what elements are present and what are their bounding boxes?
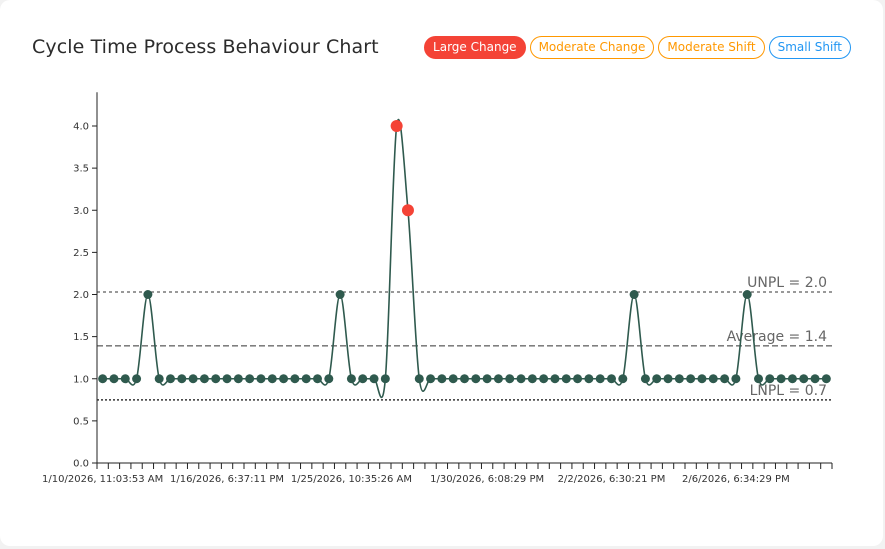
series-line <box>102 118 827 399</box>
data-point[interactable] <box>776 374 786 384</box>
data-point[interactable] <box>799 374 809 384</box>
data-point[interactable] <box>482 374 492 384</box>
data-point[interactable] <box>222 374 232 384</box>
data-point[interactable] <box>199 374 209 384</box>
data-point[interactable] <box>188 374 198 384</box>
data-point[interactable] <box>324 374 334 384</box>
data-point[interactable] <box>346 374 356 384</box>
data-point[interactable] <box>120 374 130 384</box>
x-tick-label: 1/16/2026, 6:37:11 PM <box>170 474 284 485</box>
data-point[interactable] <box>765 374 775 384</box>
legend-item-moderate-change[interactable]: Moderate Change <box>529 36 655 59</box>
y-tick-label: 3.0 <box>73 206 89 217</box>
data-point[interactable] <box>143 290 153 299</box>
data-point[interactable] <box>426 374 436 384</box>
data-point[interactable] <box>471 374 481 384</box>
data-point[interactable] <box>358 374 368 384</box>
data-point[interactable] <box>640 374 650 384</box>
data-point[interactable] <box>595 374 605 384</box>
chart-title: Cycle Time Process Behaviour Chart <box>32 36 379 58</box>
data-point[interactable] <box>516 374 526 384</box>
data-point[interactable] <box>301 374 311 384</box>
data-point[interactable] <box>821 374 831 384</box>
data-point[interactable] <box>256 374 266 384</box>
data-point[interactable] <box>584 374 594 384</box>
data-point[interactable] <box>550 374 560 384</box>
highlighted-data-point[interactable] <box>401 204 414 217</box>
data-point[interactable] <box>98 374 108 384</box>
data-point[interactable] <box>177 374 187 384</box>
data-point[interactable] <box>290 374 300 384</box>
y-tick-label: 4.0 <box>73 122 89 133</box>
data-point[interactable] <box>380 374 390 384</box>
data-point[interactable] <box>369 374 379 384</box>
reference-label-unpl: UNPL = 2.0 <box>747 275 827 291</box>
data-point[interactable] <box>742 290 752 299</box>
data-point[interactable] <box>731 374 741 384</box>
data-point[interactable] <box>211 374 221 384</box>
data-point[interactable] <box>414 374 424 384</box>
y-tick-label: 1.5 <box>73 332 89 343</box>
data-point[interactable] <box>708 374 718 384</box>
legend: Large Change Moderate Change Moderate Shif… <box>424 36 851 59</box>
reference-label-average: Average = 1.4 <box>727 329 827 345</box>
highlighted-data-point[interactable] <box>390 120 403 132</box>
legend-item-small-shift[interactable]: Small Shift <box>768 36 851 59</box>
y-tick-label: 1.0 <box>73 374 89 385</box>
data-point[interactable] <box>629 290 639 299</box>
data-point[interactable] <box>267 374 277 384</box>
x-tick-label: 1/25/2026, 10:35:26 AM <box>291 474 412 485</box>
data-point[interactable] <box>460 374 469 384</box>
legend-item-moderate-shift[interactable]: Moderate Shift <box>658 36 765 59</box>
data-point[interactable] <box>154 374 164 384</box>
data-point[interactable] <box>618 374 628 384</box>
y-tick-label: 2.5 <box>73 248 89 259</box>
data-point[interactable] <box>754 374 763 384</box>
data-point[interactable] <box>245 374 255 384</box>
data-point[interactable] <box>539 374 549 384</box>
x-tick-label: 1/30/2026, 6:08:29 PM <box>430 474 544 485</box>
reference-label-lnpl: LNPL = 0.7 <box>750 383 827 399</box>
data-point[interactable] <box>674 374 684 384</box>
legend-item-large-change[interactable]: Large Change <box>424 36 526 59</box>
data-point[interactable] <box>720 374 730 384</box>
data-point[interactable] <box>561 374 571 384</box>
data-point[interactable] <box>166 374 175 384</box>
data-point[interactable] <box>527 374 537 384</box>
data-point[interactable] <box>573 374 583 384</box>
data-point[interactable] <box>233 374 243 384</box>
y-tick-label: 0.5 <box>73 416 89 427</box>
y-tick-label: 2.0 <box>73 290 89 301</box>
x-tick-label: 1/10/2026, 11:03:53 AM <box>42 474 163 485</box>
data-point[interactable] <box>810 374 820 384</box>
data-point[interactable] <box>607 374 616 384</box>
data-point[interactable] <box>787 374 797 384</box>
y-tick-label: 0.0 <box>73 459 89 470</box>
data-point[interactable] <box>505 374 515 384</box>
data-point[interactable] <box>652 374 662 384</box>
data-point[interactable] <box>663 374 673 384</box>
data-point[interactable] <box>686 374 696 384</box>
data-point[interactable] <box>109 374 119 384</box>
data-point[interactable] <box>493 374 503 384</box>
data-point[interactable] <box>335 290 345 299</box>
data-point[interactable] <box>313 374 322 384</box>
y-tick-label: 3.5 <box>73 164 89 175</box>
data-point[interactable] <box>279 374 289 384</box>
data-point[interactable] <box>132 374 142 384</box>
data-point[interactable] <box>448 374 458 384</box>
data-point[interactable] <box>697 374 707 384</box>
x-tick-label: 2/2/2026, 6:30:21 PM <box>558 474 666 485</box>
data-point[interactable] <box>437 374 447 384</box>
x-tick-label: 2/6/2026, 6:34:29 PM <box>682 474 790 485</box>
